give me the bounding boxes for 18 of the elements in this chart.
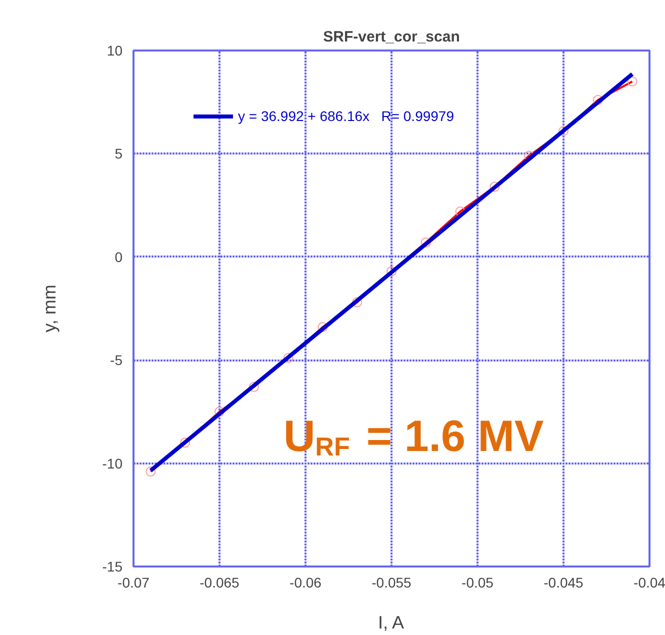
legend-label: y = 36.992 + 686.16x R= 0.99979 <box>238 108 454 124</box>
y-tick-label: 5 <box>114 146 123 162</box>
y-tick-label: -15 <box>102 558 123 574</box>
x-tick-label: -0.04 <box>634 574 665 590</box>
x-tick-label: -0.065 <box>200 574 240 590</box>
y-tick-label: 0 <box>114 248 123 265</box>
x-tick-label: -0.045 <box>544 574 584 590</box>
y-tick-label: -10 <box>102 455 123 472</box>
x-axis-title: I, A <box>378 612 404 632</box>
x-tick-label: -0.07 <box>118 574 150 590</box>
y-tick-label: 10 <box>106 42 123 58</box>
y-tick-label: -5 <box>110 352 123 368</box>
y-axis-title: y, mm <box>39 284 60 332</box>
x-tick-label: -0.055 <box>372 574 412 590</box>
annotation: URF = 1.6 MV <box>284 412 544 462</box>
x-tick-label: -0.06 <box>290 574 322 590</box>
chart-title: SRF-vert_cor_scan <box>323 28 460 46</box>
x-tick-label: -0.05 <box>462 574 494 590</box>
